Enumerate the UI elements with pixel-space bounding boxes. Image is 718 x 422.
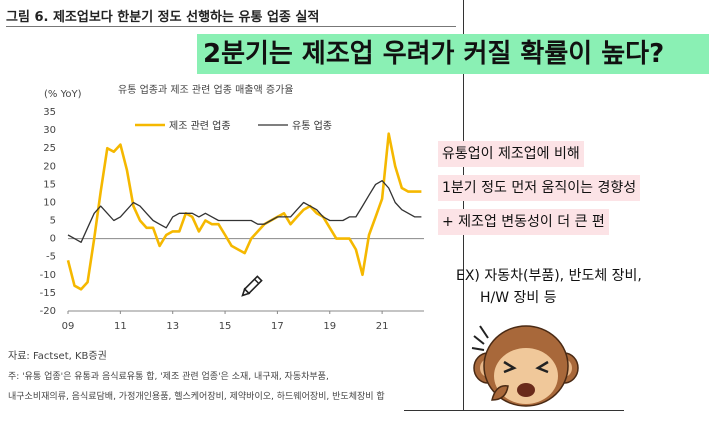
x-tick-label: 17 (271, 321, 284, 332)
y-tick-label: 30 (43, 125, 56, 136)
highlight-line-3: + 제조업 변동성이 더 큰 편 (438, 209, 609, 235)
y-tick-label: 0 (50, 234, 56, 245)
legend-label: 유통 업종 (292, 119, 332, 132)
chart-title: 유통 업종과 제조 관련 업종 매출액 증가율 (118, 85, 294, 96)
y-tick-label: -15 (40, 288, 56, 299)
figure-title: 그림 6. 제조업보다 한분기 정도 선행하는 유통 업종 실적 (6, 10, 320, 25)
y-tick-label: -5 (46, 252, 56, 263)
highlight-line-1: 유통업이 제조업에 비해 (438, 141, 584, 167)
bottom-divider (404, 410, 624, 411)
headline-banner: 2분기는 제조업 우려가 커질 확률이 높다? (197, 34, 709, 74)
y-tick-label: 10 (43, 197, 56, 208)
legend-label: 제조 관련 업종 (169, 119, 231, 132)
y-tick-label: 35 (43, 107, 56, 118)
y-tick-label: 15 (43, 179, 56, 190)
y-tick-label: 5 (50, 216, 56, 227)
x-tick-label: 15 (219, 321, 232, 332)
series-line-manufacturing (66, 132, 422, 291)
y-tick-label: -20 (40, 306, 56, 317)
vertical-divider (463, 0, 464, 410)
series-line-retail (67, 180, 422, 243)
y-unit-label: (% YoY) (44, 89, 82, 100)
pencil-cursor-icon (241, 275, 263, 297)
y-tick-label: 25 (43, 143, 56, 154)
example-line-2: H/W 장비 등 (480, 290, 557, 306)
y-tick-label: -10 (40, 270, 56, 281)
footnote-line-2: 내구소비재의류, 음식료담배, 가정개인용품, 헬스케어장비, 제약바이오, 하… (8, 392, 385, 402)
x-tick-label: 13 (166, 321, 179, 332)
example-line-1: EX) 자동차(부품), 반도체 장비, (456, 268, 642, 284)
x-tick-label: 21 (376, 321, 389, 332)
highlight-line-2: 1분기 정도 먼저 움직이는 경향성 (438, 175, 641, 201)
footnote-line-1: 주: '유통 업종'은 유통과 음식료유통 합, '제조 관련 업종'은 소재,… (8, 372, 329, 382)
x-tick-label: 09 (62, 321, 75, 332)
source-note: 자료: Factset, KB증권 (8, 351, 107, 362)
x-tick-label: 19 (323, 321, 336, 332)
x-tick-label: 11 (114, 321, 127, 332)
y-tick-label: 20 (43, 161, 56, 172)
title-divider (6, 26, 456, 27)
monkey-mascot-icon (471, 325, 579, 407)
